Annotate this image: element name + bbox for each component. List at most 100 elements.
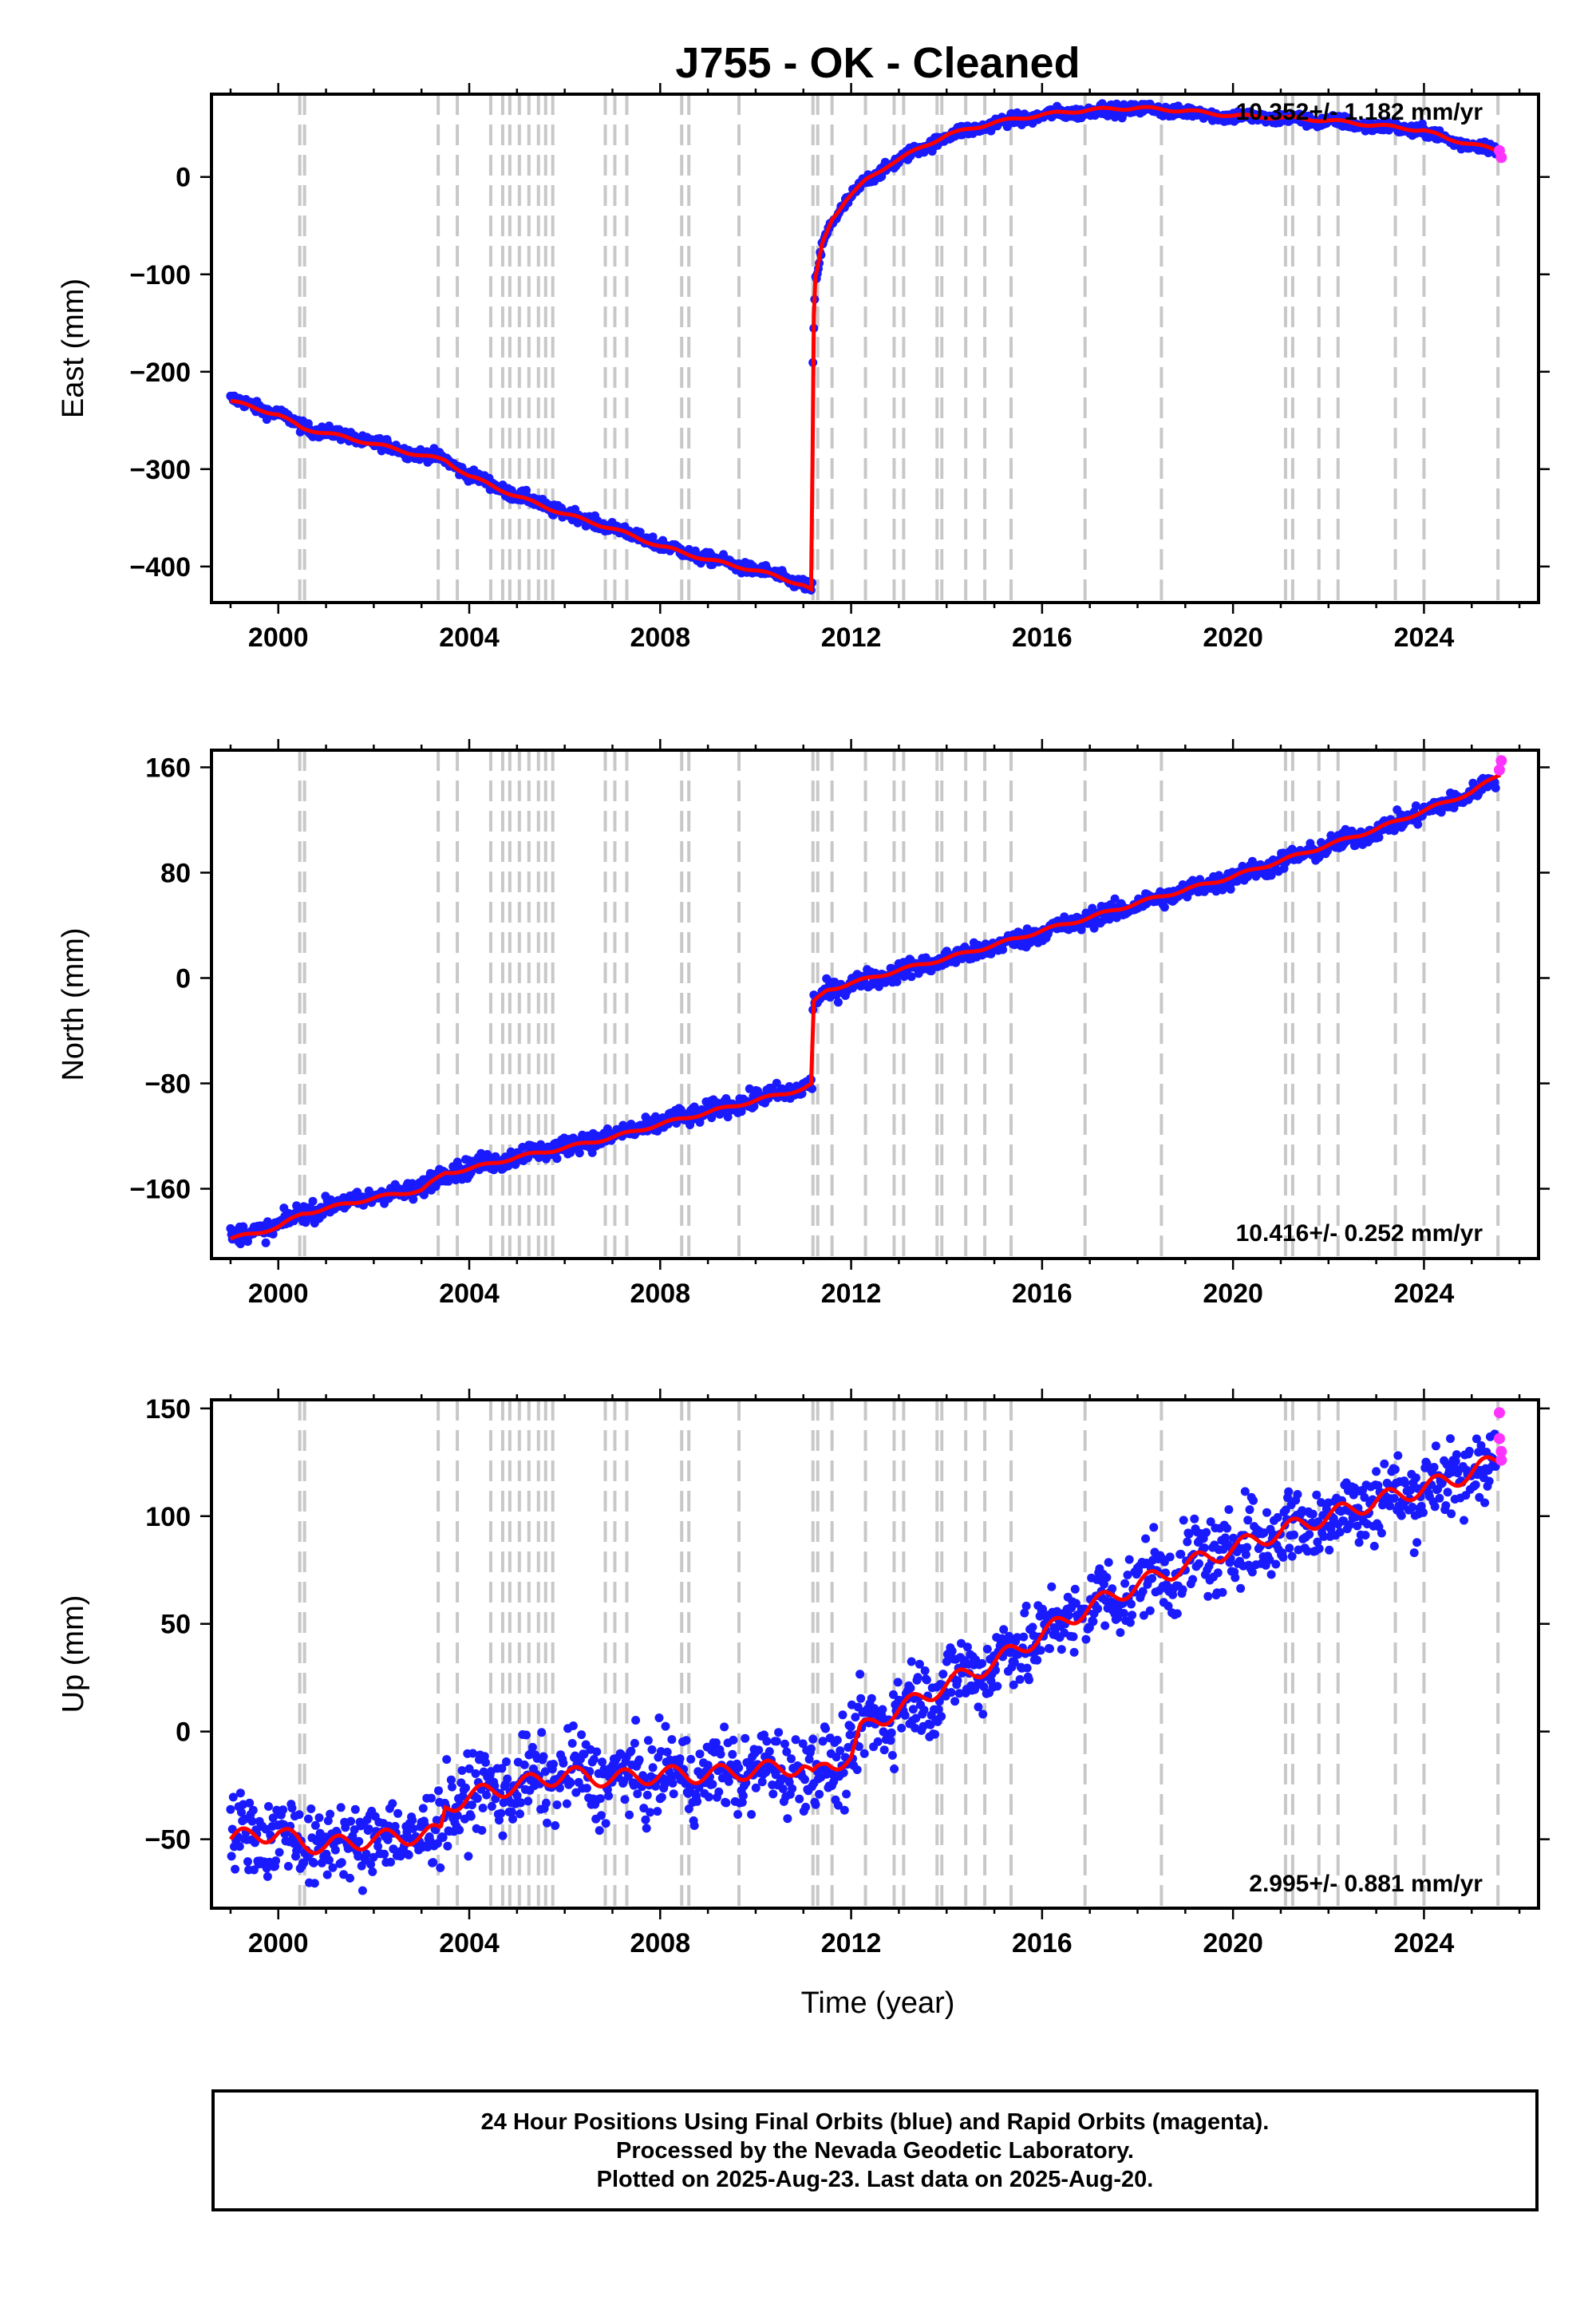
final-point — [711, 1738, 721, 1748]
final-point — [703, 1761, 713, 1770]
final-point — [243, 1857, 252, 1867]
final-point — [1139, 1611, 1148, 1620]
final-point — [516, 1809, 524, 1819]
final-point — [1069, 1632, 1078, 1642]
final-point — [1069, 1647, 1079, 1657]
final-point — [668, 1778, 678, 1788]
final-point — [519, 1760, 529, 1769]
rapid-point — [1495, 1445, 1507, 1457]
rapid-point — [1495, 755, 1507, 767]
final-point — [1100, 1621, 1110, 1630]
final-point — [1447, 1509, 1456, 1519]
final-point — [1361, 1531, 1370, 1540]
final-point — [979, 1682, 989, 1691]
final-point — [852, 1765, 862, 1774]
final-point — [597, 1811, 606, 1820]
final-point — [247, 1816, 257, 1826]
final-point — [838, 1710, 847, 1720]
final-point — [741, 1733, 750, 1743]
y-tick-label: 50 — [160, 1610, 191, 1640]
final-point — [368, 1867, 377, 1876]
final-point — [733, 1810, 743, 1819]
final-point — [906, 1683, 915, 1693]
final-point — [1025, 1675, 1033, 1685]
x-tick-label: 2024 — [1394, 622, 1455, 653]
final-point — [962, 1642, 972, 1652]
final-point — [851, 1713, 860, 1722]
final-point — [919, 1705, 929, 1715]
final-point — [496, 1808, 506, 1818]
final-point — [361, 1849, 371, 1859]
final-point — [1451, 1456, 1460, 1466]
final-point — [892, 977, 902, 986]
rate-label: 10.416+/- 0.252 mm/yr — [1236, 1220, 1483, 1247]
final-point — [1285, 1543, 1294, 1553]
final-point — [418, 1804, 428, 1813]
panel-east: 2000 2004 2008 2012 2016 2020 2024 0 −100 −200 −30… — [57, 83, 1550, 653]
final-point — [231, 1864, 240, 1874]
plot-frame — [210, 93, 1540, 604]
x-tick-label: 2000 — [248, 622, 309, 653]
final-point — [897, 1723, 907, 1733]
final-point — [1231, 1573, 1240, 1583]
final-point — [537, 1142, 547, 1152]
model-line — [229, 773, 1502, 1241]
final-point — [791, 1735, 800, 1745]
final-point — [1325, 1545, 1334, 1555]
final-point — [226, 1804, 235, 1814]
final-point — [1429, 1463, 1439, 1472]
final-point — [930, 1729, 940, 1739]
final-point — [1088, 1617, 1098, 1626]
x-tick-label: 2016 — [1012, 1928, 1073, 1958]
final-point — [1195, 1559, 1203, 1568]
x-tick-label: 2008 — [630, 1928, 690, 1958]
final-point — [409, 1195, 418, 1204]
final-point — [1430, 1502, 1440, 1512]
final-point — [568, 1721, 578, 1730]
final-point — [404, 1850, 413, 1860]
y-axis-label: North (mm) — [57, 927, 90, 1081]
final-point — [1108, 1584, 1117, 1594]
final-point — [466, 1812, 476, 1821]
final-point — [1319, 1531, 1329, 1541]
final-point — [720, 1722, 729, 1732]
footer-note: 24 Hour Positions Using Final Orbits (bl… — [211, 2089, 1539, 2211]
final-point — [443, 1841, 452, 1851]
chart-title: J755 - OK - Cleaned — [675, 39, 1080, 87]
final-point — [821, 1724, 830, 1733]
final-point — [1202, 1528, 1211, 1537]
final-point — [938, 1670, 948, 1679]
final-point — [478, 1804, 488, 1812]
final-point — [1443, 1488, 1452, 1497]
final-point — [762, 1737, 772, 1746]
final-point — [842, 1789, 851, 1799]
final-point — [455, 1825, 464, 1835]
y-axis-label: East (mm) — [57, 279, 90, 418]
final-point — [998, 945, 1008, 954]
final-point — [592, 1747, 602, 1757]
final-point — [1128, 1611, 1137, 1620]
final-point — [839, 1805, 849, 1815]
final-point — [427, 1793, 436, 1803]
final-point — [1409, 1548, 1419, 1558]
final-point — [787, 1754, 796, 1764]
final-point — [757, 1777, 767, 1787]
final-point — [1093, 1604, 1103, 1614]
final-point — [911, 1713, 921, 1723]
rapid-point — [1493, 1433, 1505, 1445]
final-point — [1408, 1503, 1417, 1512]
final-point — [358, 1886, 367, 1895]
final-point — [1223, 1524, 1232, 1533]
final-point — [354, 1836, 364, 1846]
final-point — [263, 1871, 272, 1881]
final-point — [728, 1749, 737, 1759]
final-point — [227, 1852, 236, 1861]
final-point — [1464, 1446, 1474, 1456]
final-point — [1224, 1505, 1234, 1514]
final-point — [251, 1838, 259, 1848]
final-point — [1475, 1492, 1484, 1502]
y-tick-label: −160 — [129, 1175, 191, 1205]
x-tick-label: 2008 — [630, 622, 690, 653]
final-point — [1188, 1575, 1198, 1584]
final-point — [661, 1721, 670, 1731]
